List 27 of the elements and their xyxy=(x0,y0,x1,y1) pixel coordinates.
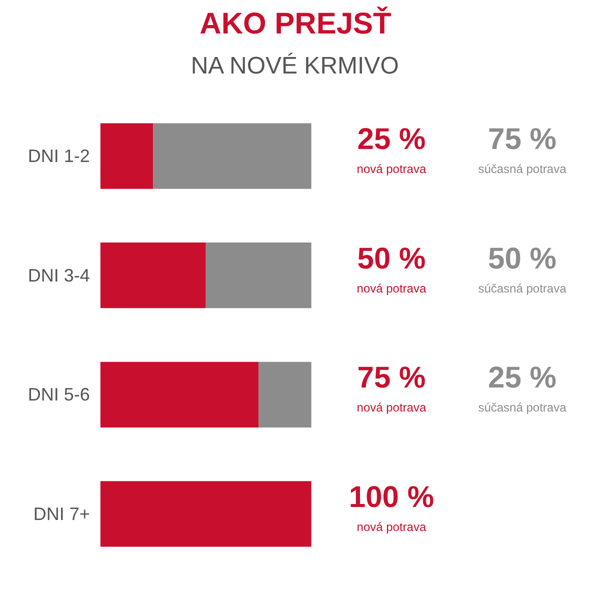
bar xyxy=(206,242,312,308)
bar xyxy=(153,123,312,189)
text: súčasná potrava xyxy=(478,281,566,296)
data-label: 75 % xyxy=(357,362,426,395)
y-tick-label: DNI 3-4 xyxy=(28,265,90,286)
bar xyxy=(258,362,312,428)
data-label: 75 % xyxy=(488,123,556,156)
bar xyxy=(100,481,312,547)
y-tick-label: DNI 7+ xyxy=(33,504,90,524)
y-tick-label: DNI 1-2 xyxy=(28,146,90,166)
bar xyxy=(100,362,259,428)
bar xyxy=(100,123,154,189)
data-label: 50 % xyxy=(357,242,426,276)
chart-subtitle: NA NOVÉ KRMIVO xyxy=(190,52,399,80)
chart-title: AKO PREJSŤ xyxy=(200,6,392,40)
text: nová potrava xyxy=(356,281,426,296)
data-label: 25 % xyxy=(357,123,426,156)
text: nová potrava xyxy=(356,400,426,415)
text: súčasná potrava xyxy=(478,162,567,176)
data-label: 50 % xyxy=(488,242,556,276)
y-tick-label: DNI 5-6 xyxy=(28,384,90,405)
text: nová potrava xyxy=(356,520,426,534)
text: súčasná potrava xyxy=(478,400,566,415)
bar xyxy=(100,242,206,308)
data-label: 100 % xyxy=(348,480,434,514)
data-label: 25 % xyxy=(488,362,556,395)
text: nová potrava xyxy=(356,162,426,176)
